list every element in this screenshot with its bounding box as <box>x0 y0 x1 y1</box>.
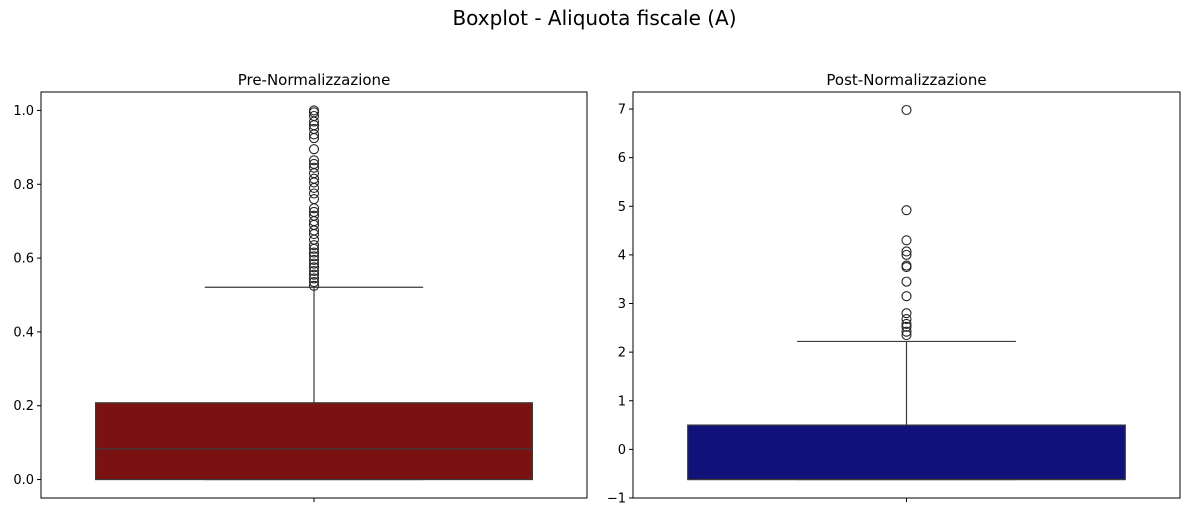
axes-frame <box>632 91 1181 499</box>
y-tick-label: 4 <box>618 248 626 263</box>
y-tick-label: 0.8 <box>13 178 34 193</box>
outlier-point <box>901 308 912 319</box>
outlier-point <box>308 155 320 166</box>
y-tick-label: 1 <box>618 394 626 409</box>
outlier-point <box>308 254 320 265</box>
y-tick-label: 0.6 <box>13 252 34 267</box>
outlier-point <box>308 251 320 262</box>
outlier-point <box>308 240 320 251</box>
outlier-point <box>901 249 912 260</box>
panel-title: Post-Normalizzazione <box>826 71 986 89</box>
outlier-point <box>308 158 320 170</box>
outlier-point <box>901 276 912 287</box>
axes-frame <box>40 91 588 499</box>
y-tick-label: 3 <box>618 297 626 312</box>
outlier-point <box>901 291 912 302</box>
box-iqr <box>687 424 1126 481</box>
outlier-point <box>901 326 912 337</box>
figure-title: Boxplot - Aliquota fiscale (A) <box>452 6 737 30</box>
outlier-point <box>308 262 320 273</box>
outlier-point <box>901 321 912 332</box>
outlier-point <box>901 246 912 257</box>
axes-panel-1: Pre-Normalizzazione 0.0 0.2 0.4 0.6 0.8 1.0 <box>13 71 588 502</box>
outlier-point <box>308 247 320 258</box>
outlier-point <box>901 314 912 325</box>
panel-title: Pre-Normalizzazione <box>238 71 391 89</box>
y-tick-label: 5 <box>618 200 626 215</box>
outlier-point <box>901 104 912 116</box>
outlier-point <box>308 206 320 218</box>
outlier-point <box>308 258 320 269</box>
y-tick-label: 1.0 <box>13 104 34 119</box>
y-tick-label: 0 <box>618 443 626 458</box>
outlier-point <box>901 260 912 271</box>
y-tick-label: 7 <box>618 103 626 118</box>
outlier-point <box>901 330 912 341</box>
outlier-point <box>308 123 320 134</box>
y-tick-label: 0.4 <box>13 325 34 340</box>
outlier-point <box>308 105 320 116</box>
outlier-point <box>308 280 320 291</box>
outlier-point <box>308 110 320 122</box>
outlier-point <box>901 205 912 216</box>
y-tick-label: 6 <box>618 151 626 166</box>
outlier-point <box>308 265 320 277</box>
outlier-point <box>308 193 320 205</box>
y-tick-label: 0.0 <box>13 473 34 488</box>
axes-panel-2: Post-Normalizzazione −1 0 1 2 3 4 5 6 7 <box>607 71 1181 507</box>
outlier-point <box>308 188 320 199</box>
outlier-point <box>308 173 320 184</box>
outlier-point <box>308 277 320 288</box>
y-tick-label: 2 <box>618 346 626 361</box>
outlier-point <box>308 210 320 221</box>
outlier-point <box>308 162 320 173</box>
outlier-point <box>308 269 320 280</box>
outlier-point <box>308 273 320 284</box>
outlier-point <box>308 144 320 155</box>
y-tick-label: −1 <box>607 492 626 507</box>
outlier-point <box>901 235 912 246</box>
box-iqr <box>94 402 533 481</box>
y-tick-label: 0.2 <box>13 399 34 414</box>
outlier-point <box>901 318 912 329</box>
